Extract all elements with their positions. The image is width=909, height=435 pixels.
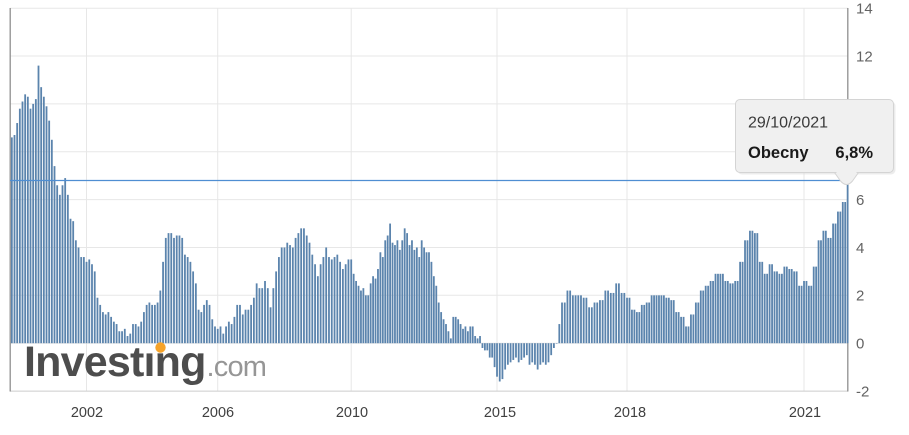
svg-text:2002: 2002 xyxy=(71,405,103,421)
svg-text:2021: 2021 xyxy=(789,405,821,421)
svg-text:6,8%: 6,8% xyxy=(835,144,873,162)
svg-text:Obecny: Obecny xyxy=(748,144,809,162)
svg-text:6: 6 xyxy=(856,192,864,209)
svg-text:4: 4 xyxy=(856,240,864,257)
svg-text:14: 14 xyxy=(856,1,873,18)
svg-text:2018: 2018 xyxy=(614,405,646,421)
svg-text:Investıng: Investıng xyxy=(24,338,206,386)
svg-text:2015: 2015 xyxy=(484,405,516,421)
svg-text:29/10/2021: 29/10/2021 xyxy=(748,115,828,132)
svg-text:.com: .com xyxy=(207,351,267,383)
svg-text:12: 12 xyxy=(856,48,873,65)
svg-text:2006: 2006 xyxy=(202,405,234,421)
svg-text:2010: 2010 xyxy=(336,405,368,421)
svg-text:2: 2 xyxy=(856,288,864,305)
svg-text:-2: -2 xyxy=(856,383,869,400)
svg-text:0: 0 xyxy=(856,336,864,353)
